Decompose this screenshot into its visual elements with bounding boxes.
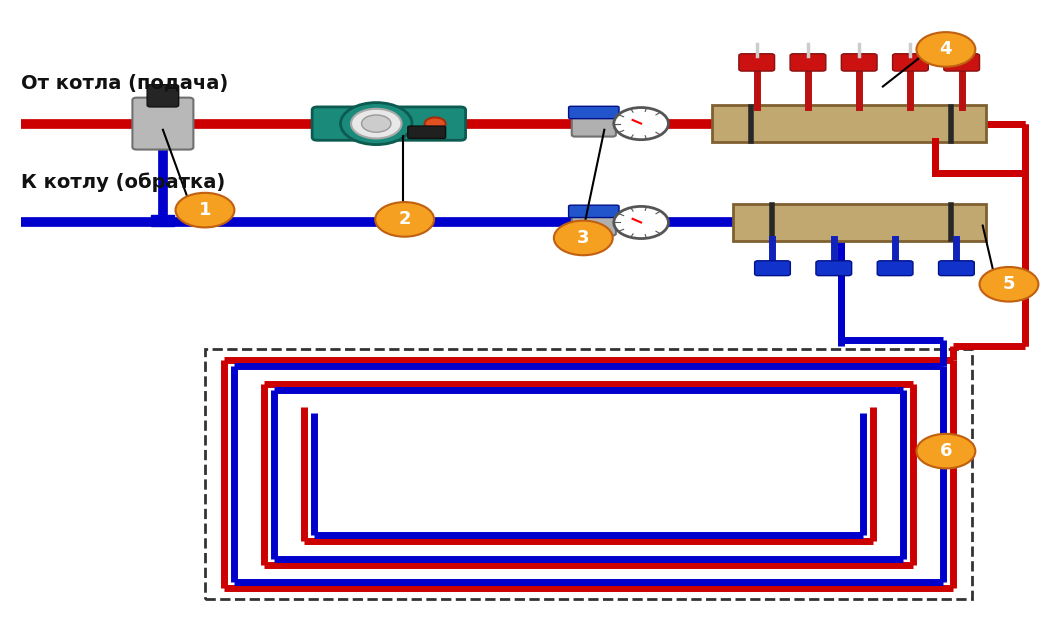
FancyBboxPatch shape bbox=[733, 204, 986, 242]
FancyBboxPatch shape bbox=[790, 54, 826, 71]
Circle shape bbox=[362, 115, 391, 132]
FancyBboxPatch shape bbox=[739, 54, 775, 71]
Text: 6: 6 bbox=[940, 442, 952, 460]
Text: 2: 2 bbox=[398, 210, 411, 229]
FancyBboxPatch shape bbox=[842, 54, 878, 71]
Circle shape bbox=[554, 221, 613, 255]
Circle shape bbox=[614, 108, 668, 140]
FancyBboxPatch shape bbox=[312, 107, 466, 140]
Circle shape bbox=[375, 202, 434, 237]
Text: 1: 1 bbox=[199, 201, 211, 219]
Circle shape bbox=[980, 267, 1038, 302]
FancyBboxPatch shape bbox=[408, 126, 446, 138]
Circle shape bbox=[916, 434, 975, 468]
FancyBboxPatch shape bbox=[892, 54, 928, 71]
Circle shape bbox=[614, 206, 668, 239]
FancyBboxPatch shape bbox=[712, 105, 986, 143]
Circle shape bbox=[341, 103, 412, 145]
Circle shape bbox=[916, 32, 975, 67]
FancyBboxPatch shape bbox=[147, 85, 179, 107]
FancyBboxPatch shape bbox=[569, 106, 619, 119]
FancyBboxPatch shape bbox=[755, 261, 790, 276]
FancyBboxPatch shape bbox=[939, 261, 974, 276]
Text: 4: 4 bbox=[940, 40, 952, 59]
FancyBboxPatch shape bbox=[944, 54, 980, 71]
FancyBboxPatch shape bbox=[572, 210, 616, 235]
FancyBboxPatch shape bbox=[816, 261, 851, 276]
Text: К котлу (обратка): К котлу (обратка) bbox=[21, 172, 225, 192]
Circle shape bbox=[176, 193, 234, 227]
Circle shape bbox=[425, 117, 446, 130]
FancyBboxPatch shape bbox=[878, 261, 913, 276]
Text: От котла (подача): От котла (подача) bbox=[21, 74, 228, 93]
Bar bbox=[151, 215, 174, 226]
Text: 3: 3 bbox=[577, 229, 590, 247]
FancyBboxPatch shape bbox=[572, 111, 616, 137]
FancyBboxPatch shape bbox=[132, 98, 193, 150]
Circle shape bbox=[351, 109, 401, 138]
FancyBboxPatch shape bbox=[569, 205, 619, 218]
Text: 5: 5 bbox=[1003, 275, 1015, 294]
